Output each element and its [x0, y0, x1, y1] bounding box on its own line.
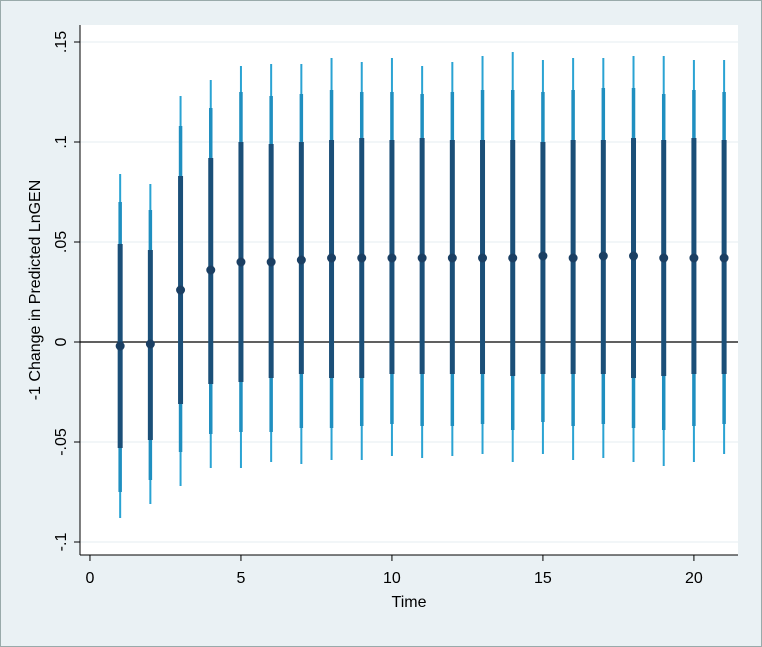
point-estimate	[236, 257, 246, 267]
point-estimate	[176, 285, 186, 295]
point-estimate	[598, 251, 608, 261]
y-axis-label: -1 Change in Predicted LnGEN	[27, 180, 44, 401]
point-estimate	[538, 251, 548, 261]
point-estimate	[357, 253, 367, 263]
x-tick-label: 15	[534, 570, 552, 587]
point-estimate	[145, 339, 155, 349]
point-estimate	[206, 265, 216, 275]
x-tick-label: 0	[86, 570, 95, 587]
x-tick-label: 5	[236, 570, 245, 587]
point-estimate	[447, 253, 457, 263]
y-tick-label: .15	[53, 31, 70, 53]
point-estimate	[115, 341, 125, 351]
y-tick-label: 0	[53, 337, 70, 346]
point-estimate	[689, 253, 699, 263]
point-estimate	[719, 253, 729, 263]
x-tick-label: 20	[685, 570, 703, 587]
y-tick-label: .05	[53, 231, 70, 253]
point-estimate	[296, 255, 306, 265]
point-estimate	[387, 253, 397, 263]
point-estimate	[659, 253, 669, 263]
point-estimate	[266, 257, 276, 267]
plot-area	[80, 25, 738, 555]
y-tick-label: .1	[53, 135, 70, 148]
x-axis-label: Time	[392, 594, 427, 611]
x-tick-label: 10	[383, 570, 401, 587]
y-tick-label: -.05	[53, 428, 70, 456]
point-estimate	[478, 253, 488, 263]
point-estimate	[327, 253, 337, 263]
point-estimate	[568, 253, 578, 263]
point-estimate	[629, 251, 639, 261]
y-tick-label: -.1	[53, 533, 70, 552]
point-estimate	[508, 253, 518, 263]
point-estimate	[417, 253, 427, 263]
